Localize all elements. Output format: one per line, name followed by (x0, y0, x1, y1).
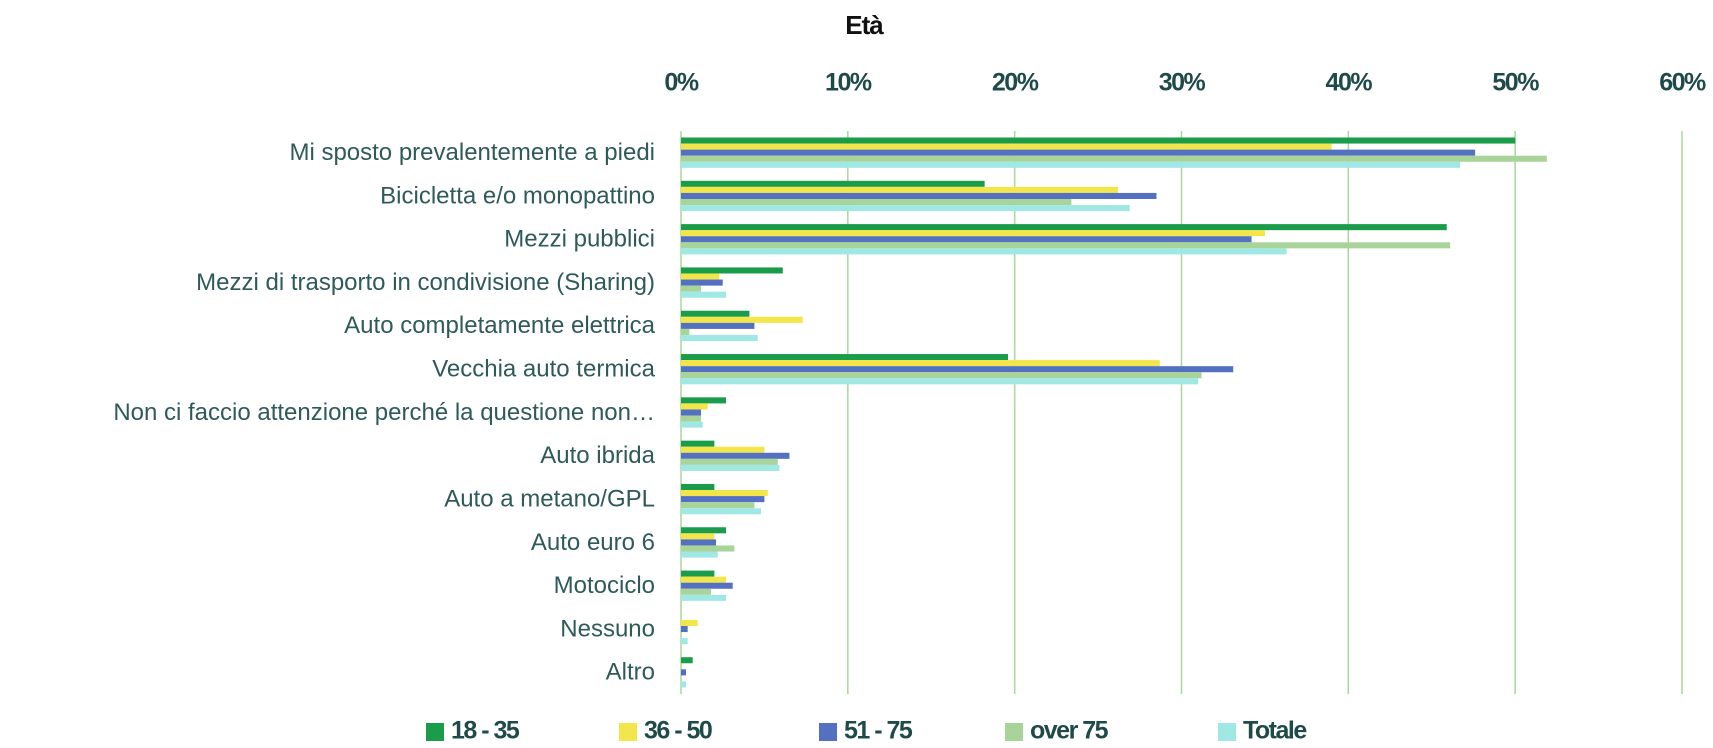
bar (681, 527, 727, 534)
y-tick-label: Auto completamente elettrica (344, 312, 655, 339)
bar (681, 657, 693, 664)
bar (681, 483, 715, 491)
bar (681, 452, 790, 459)
y-tick-label: Nessuno (560, 615, 655, 642)
bar (681, 594, 727, 601)
bar (681, 551, 718, 558)
y-tick-label: Mi sposto prevalentemente a piedi (289, 139, 655, 166)
bar (681, 310, 750, 317)
legend-swatch (1005, 723, 1023, 741)
bar (681, 366, 1234, 373)
bar (681, 415, 702, 422)
bar (681, 137, 1516, 144)
bar (681, 180, 985, 187)
bar (681, 588, 712, 595)
bar (681, 545, 735, 552)
bar (681, 576, 727, 583)
bar (681, 539, 717, 546)
legend-swatch (1218, 723, 1236, 741)
legend-label: 36 - 50 (644, 717, 712, 745)
bar (681, 409, 702, 416)
bar (681, 273, 720, 280)
bar (681, 155, 1547, 162)
legend-label: 51 - 75 (844, 717, 913, 745)
bar (681, 198, 1072, 206)
bar (681, 334, 758, 342)
bar (681, 582, 733, 589)
x-tick-label: 0% (664, 69, 698, 97)
y-tick-label: Auto ibrida (540, 442, 655, 469)
bar (681, 533, 715, 540)
bar (681, 508, 762, 515)
bar (681, 205, 1130, 212)
bar (681, 372, 1202, 379)
x-tick-label: 30% (1159, 69, 1206, 97)
legend-swatch (426, 723, 444, 741)
bar (681, 322, 755, 329)
bar (681, 316, 803, 323)
bar (681, 230, 1265, 237)
bar (681, 490, 768, 497)
bar (681, 242, 1451, 249)
x-tick-label: 10% (825, 69, 872, 97)
bar (681, 248, 1287, 255)
chart-title: Età (845, 10, 884, 40)
bar (681, 446, 765, 453)
bar (681, 378, 1199, 385)
bar (681, 421, 703, 428)
bar (681, 328, 690, 335)
bar (681, 440, 715, 447)
y-tick-label: Mezzi pubblici (504, 226, 655, 253)
y-tick-label: Auto euro 6 (531, 529, 655, 556)
y-tick-label: Bicicletta e/o monopattino (380, 182, 655, 209)
bar (681, 638, 688, 645)
bar (681, 267, 783, 274)
bar (681, 464, 780, 471)
bar (681, 360, 1160, 367)
bar (681, 502, 755, 509)
x-tick-label: 50% (1492, 69, 1539, 97)
bar (681, 285, 702, 292)
y-tick-label: Altro (606, 659, 655, 686)
bar (681, 496, 765, 503)
y-tick-label: Motociclo (554, 572, 655, 599)
bar (681, 224, 1447, 231)
legend-label: 18 - 35 (451, 717, 520, 745)
bar (681, 458, 778, 465)
bar (681, 354, 1008, 361)
x-tick-label: 60% (1659, 69, 1706, 97)
legend-label: over 75 (1030, 717, 1109, 745)
legend-swatch (619, 723, 637, 741)
bar (681, 149, 1476, 156)
bar (681, 626, 688, 633)
bar (681, 403, 708, 410)
bar (681, 236, 1252, 243)
bar (681, 143, 1332, 150)
bar (681, 669, 687, 676)
bar (681, 279, 723, 286)
x-tick-label: 20% (992, 69, 1039, 97)
bar (681, 397, 727, 404)
bar (681, 161, 1461, 168)
y-tick-label: Auto a metano/GPL (444, 485, 655, 512)
x-tick-label: 40% (1326, 69, 1373, 97)
bar (681, 619, 698, 627)
y-tick-label: Non ci faccio attenzione perché la quest… (113, 399, 655, 426)
legend-label: Totale (1243, 717, 1307, 745)
bar (681, 681, 687, 688)
y-tick-label: Vecchia auto termica (432, 356, 655, 383)
legend-swatch (819, 723, 837, 741)
bar (681, 570, 715, 577)
y-tick-label: Mezzi di trasporto in condivisione (Shar… (196, 269, 655, 296)
bar (681, 186, 1119, 193)
bar (681, 291, 727, 298)
bar (681, 192, 1157, 199)
